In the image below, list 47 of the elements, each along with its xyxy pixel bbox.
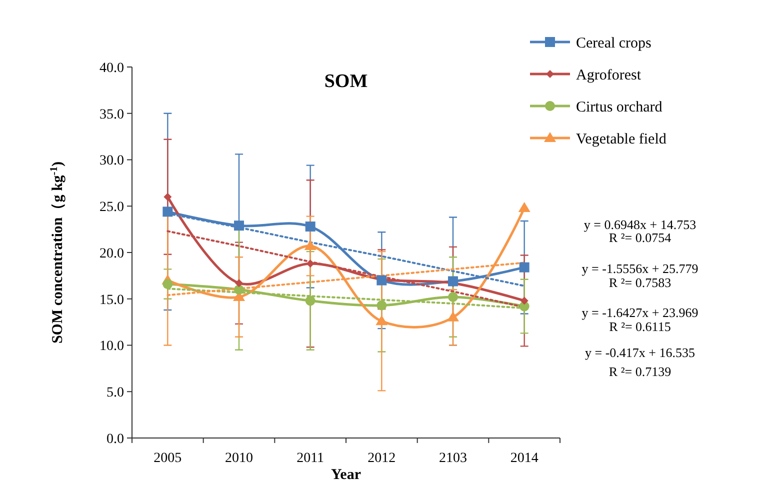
text: R ²= 0.7139 [608, 364, 672, 379]
x-tick-label: 2103 [439, 451, 467, 466]
y-tick-label: 0.0 [106, 432, 124, 447]
point [519, 262, 530, 272]
y-tick-label: 15.0 [100, 292, 124, 308]
legend-label: Vegetable field [576, 131, 667, 148]
y-tick-label: 40.0 [100, 60, 124, 76]
point [305, 296, 316, 306]
y-tick-label: 25.0 [100, 200, 124, 216]
x-axis-title: Year [331, 467, 362, 483]
legend-label: Cereal crops [576, 35, 652, 52]
x-tick-label: 2012 [368, 451, 396, 466]
y-tick-label: 10.0 [100, 339, 124, 354]
point [304, 240, 316, 250]
point [448, 276, 458, 286]
point [164, 192, 172, 201]
point [162, 206, 173, 217]
point [520, 296, 528, 305]
point [376, 300, 387, 310]
x-tick-label: 2011 [296, 451, 324, 466]
text: y = -0.417x + 16.535 [585, 345, 695, 360]
point [376, 315, 388, 326]
point [447, 311, 459, 322]
point [518, 202, 530, 212]
y-tick-label: 30.0 [100, 154, 124, 169]
text: y = 0.6948x + 14.753 [584, 217, 696, 232]
point [448, 292, 458, 302]
legend-label: Agroforest [576, 67, 642, 84]
x-tick-label: 2010 [225, 451, 253, 466]
y-tick-label: 5.0 [106, 386, 124, 401]
point [234, 220, 244, 231]
y-tick-label: 20.0 [100, 246, 124, 262]
text: R ²= 0.6115 [609, 319, 671, 334]
text: R ²= 0.0754 [608, 230, 672, 245]
point [235, 279, 243, 288]
point [234, 284, 244, 295]
x-tick-label: 2014 [510, 451, 538, 466]
point [162, 279, 173, 290]
point [306, 260, 314, 268]
y-tick-label: 35.0 [100, 107, 124, 122]
chart-title: SOM [324, 71, 368, 92]
text: y = -1.6427x + 23.969 [582, 305, 698, 320]
text: R ²= 0.7583 [608, 275, 672, 290]
legend-label: Cirtus orchard [576, 99, 663, 116]
point [305, 222, 316, 232]
x-tick-label: 2005 [154, 451, 182, 466]
text: y = -1.5556x + 25.779 [582, 261, 698, 276]
